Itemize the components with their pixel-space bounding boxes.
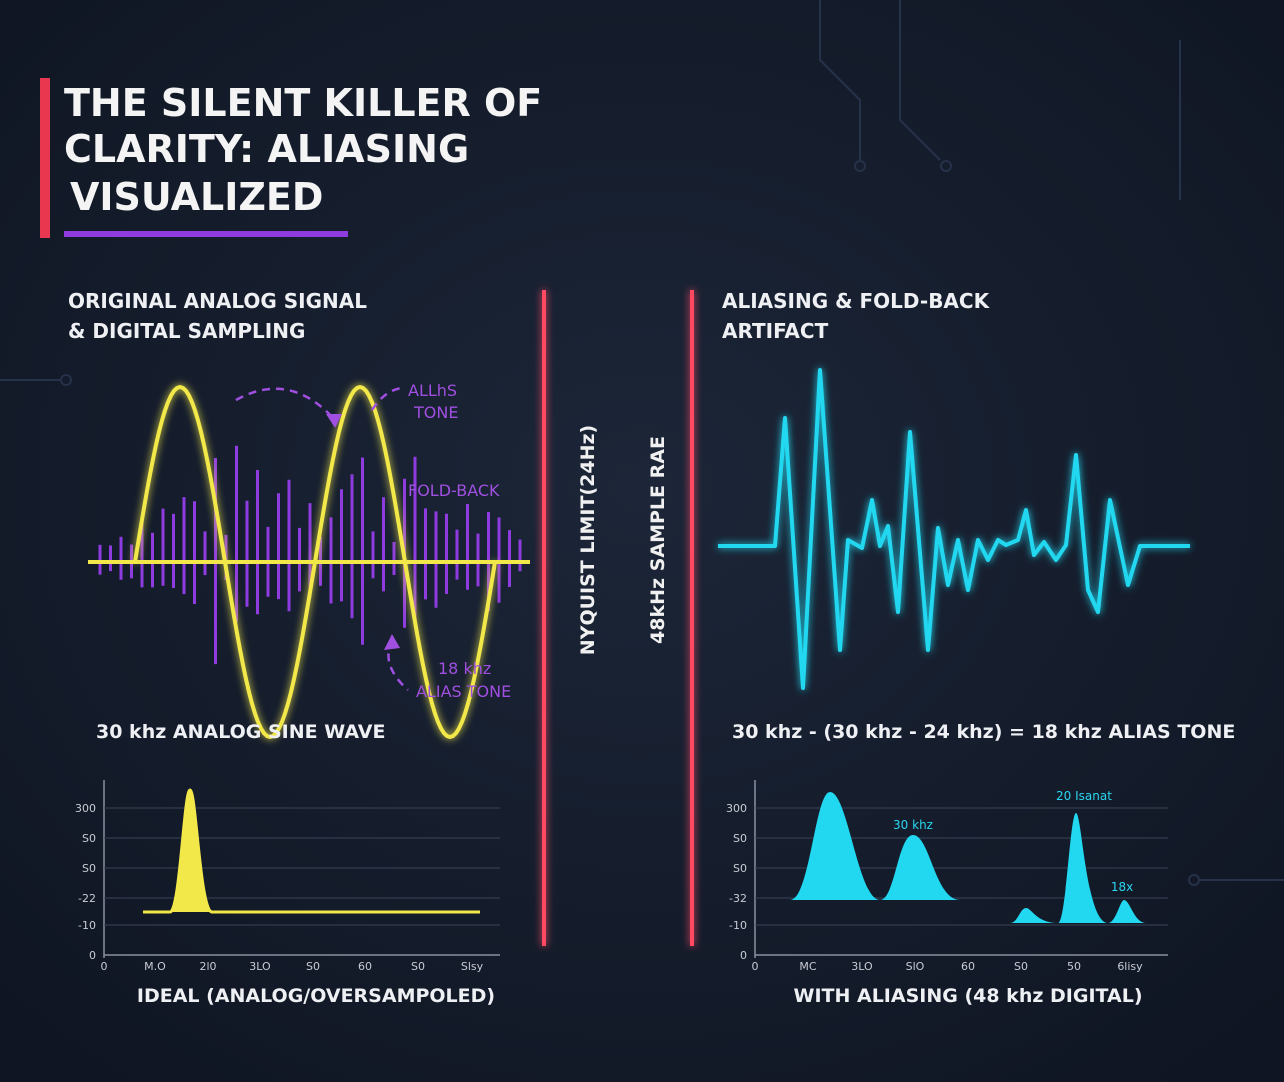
panel-heading: ORIGINAL ANALOG SIGNAL [68, 289, 367, 313]
y-label: 0 [89, 949, 96, 962]
aliased-peaks [968, 813, 1146, 923]
panel-heading: ALIASING & FOLD-BACK [722, 289, 991, 313]
y-label: 300 [75, 802, 96, 815]
aliased-peaks [758, 792, 975, 900]
y-label: -10 [78, 919, 96, 932]
annotation: TONE [413, 403, 458, 422]
x-label: MC [799, 960, 816, 973]
x-label: M.O [144, 960, 166, 973]
y-label: -32 [729, 892, 747, 905]
spectrum-left: 300 S0 S0 -22 -10 00 M.O 2l0 3LO S0 60 S0 Slsy [75, 780, 500, 973]
nyquist-label: NYQUIST LIMIT(24Hz) [577, 425, 599, 655]
caption: 30 khz ANALOG SINE WAVE [96, 721, 385, 743]
peak-label: 18x [1111, 880, 1133, 894]
annotation: ALLhS [408, 381, 457, 400]
x-label: S0 [306, 960, 320, 973]
x-label: S0 [411, 960, 425, 973]
x-label: 60 [961, 960, 975, 973]
x-label: 6lisy [1117, 960, 1143, 973]
y-label: -22 [78, 892, 96, 905]
annotation: FOLD-BACK [408, 481, 500, 500]
x-label: 2l0 [199, 960, 216, 973]
title-line: VISUALIZED [70, 175, 323, 219]
x-label: 3LO [851, 960, 873, 973]
x-label: 0 [752, 960, 759, 973]
x-label: S0 [1014, 960, 1028, 973]
circuit-decor [0, 0, 1284, 886]
sample-rate-label: 48kHz SAMPLE RAE [647, 436, 669, 644]
arrowheads [326, 414, 400, 650]
y-label: S0 [82, 862, 96, 875]
y-label: -10 [729, 919, 747, 932]
y-label: 0 [740, 949, 747, 962]
x-label: 0 [101, 960, 108, 973]
annotation: ALIAS TONE [416, 682, 511, 701]
y-label: 300 [726, 802, 747, 815]
ideal-peak [143, 788, 480, 914]
x-label: 3LO [249, 960, 271, 973]
x-label: Slsy [461, 960, 484, 973]
title-line: THE SILENT KILLER OF [64, 81, 542, 125]
y-label: S0 [733, 832, 747, 845]
x-label: 50 [1067, 960, 1081, 973]
y-label: S0 [82, 832, 96, 845]
y-label: S0 [733, 862, 747, 875]
caption: 30 khz - (30 khz - 24 khz) = 18 khz ALIA… [732, 721, 1235, 743]
caption: WITH ALIASING (48 khz DIGITAL) [793, 985, 1142, 1007]
peak-label: 20 Isanat [1056, 789, 1112, 803]
x-label: SlO [906, 960, 925, 973]
neon-dividers [542, 290, 694, 946]
x-label: 60 [358, 960, 372, 973]
panel-heading: & DIGITAL SAMPLING [68, 319, 305, 343]
sine-wave [133, 384, 497, 740]
title-line: CLARITY: ALIASING [64, 127, 469, 171]
peak-label: 30 khz [893, 818, 933, 832]
aliased-wave [718, 368, 1190, 690]
annotation: 18 khz [438, 659, 491, 678]
title-underline [64, 231, 348, 237]
title-bar [40, 78, 50, 238]
caption: IDEAL (ANALOG/OVERSAMPOLED) [137, 985, 495, 1007]
panel-heading: ARTIFACT [722, 319, 829, 343]
